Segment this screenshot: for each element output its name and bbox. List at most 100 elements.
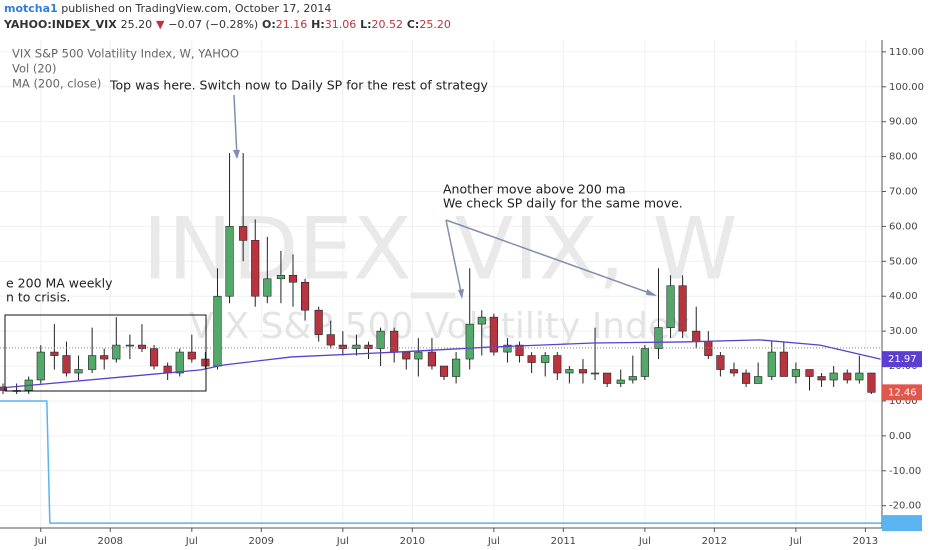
candle-body <box>716 355 725 370</box>
candle-body <box>100 355 109 360</box>
candle-body <box>590 372 600 375</box>
y-tick-label: 60.00 <box>889 221 918 232</box>
close: 25.20 <box>419 18 451 31</box>
candle-body <box>553 355 562 374</box>
x-tick-label: Jul <box>336 536 349 547</box>
x-tick-label: Jul <box>487 536 500 547</box>
y-tick-label: 40.00 <box>889 291 918 302</box>
x-tick-label: Jul <box>789 536 802 547</box>
x-tick-label: Jul <box>34 536 47 547</box>
price-badge-label: 21.97 <box>888 354 917 365</box>
candle-body <box>50 351 59 356</box>
candle-body <box>741 372 751 384</box>
candle-body <box>477 316 486 325</box>
vol-line <box>0 400 882 524</box>
candle-body <box>137 344 147 349</box>
header-line-1: motcha1 published on TradingView.com, Oc… <box>4 2 331 15</box>
annotation: Another move above 200 ma <box>443 182 626 197</box>
y-tick-label: 30.00 <box>889 326 918 337</box>
candle-body <box>779 351 788 377</box>
candle-body <box>678 285 687 332</box>
candle-body <box>867 372 876 393</box>
high-label: H: <box>311 18 325 31</box>
candle-body <box>729 369 739 374</box>
candle-body <box>225 226 234 297</box>
candle-body <box>276 274 285 280</box>
candle-body <box>62 355 71 374</box>
candle-body <box>414 351 423 360</box>
candle-body <box>390 330 399 353</box>
candle-body <box>263 278 272 297</box>
candle-body <box>288 274 298 283</box>
arrow-line <box>233 94 238 158</box>
candle-body <box>213 295 222 367</box>
price-badge <box>882 384 922 401</box>
candle-body <box>616 379 625 384</box>
x-tick-label: 2011 <box>551 536 576 547</box>
candle-body <box>640 348 649 377</box>
candle-body <box>74 369 83 374</box>
box-drawing <box>4 314 207 392</box>
candle-body <box>603 372 612 384</box>
watermark: INDEX_VIX, W <box>143 199 738 299</box>
legend-entry: VIX S&P 500 Volatility Index, W, YAHOO <box>12 47 239 61</box>
candle-body <box>817 376 826 381</box>
header-line-2: YAHOO:INDEX_VIX 25.20 ▼ −0.07 (−0.28%) O… <box>3 18 451 31</box>
arrow-head <box>646 289 657 296</box>
candle-body <box>0 386 8 391</box>
annotation: n to crisis. <box>6 290 70 305</box>
low: 20.52 <box>372 18 404 31</box>
candle-body <box>791 369 800 377</box>
candle-body <box>754 376 763 384</box>
y-tick-label: 70.00 <box>889 186 918 197</box>
x-tick-label: 2008 <box>98 536 123 547</box>
low-label: L: <box>360 18 371 31</box>
candle-body <box>565 369 574 374</box>
change: −0.07 (−0.28%) <box>168 18 258 31</box>
legend-entry: MA (200, close) <box>12 77 101 91</box>
price-badge <box>882 351 922 368</box>
candle-body <box>326 334 335 346</box>
candle-body <box>352 344 361 349</box>
watermark-subtitle: VIX S&P 500 Volatility Index <box>189 306 691 347</box>
candle-body <box>314 309 323 335</box>
axes: 110.00 100.00 90.00 80.00 70.00 60.00 50.00 40.… <box>34 47 924 547</box>
y-tick-label: 110.00 <box>889 47 924 58</box>
candle-body <box>338 344 347 349</box>
candle-body <box>149 348 159 367</box>
open: 21.16 <box>276 18 308 31</box>
candle-body <box>163 365 172 374</box>
y-tick-label: 0.00 <box>889 431 911 442</box>
annotation: We check SP daily for the same move. <box>443 196 683 211</box>
arrow-head <box>458 289 464 299</box>
y-tick-label: 10.00 <box>889 396 918 407</box>
x-tick-label: Jul <box>638 536 651 547</box>
candle-body <box>692 330 701 342</box>
candle-body <box>527 355 536 363</box>
x-tick-label: 2010 <box>400 536 425 547</box>
arrow-line <box>445 219 463 298</box>
y-tick-label: 90.00 <box>889 117 918 128</box>
candle-body <box>654 327 663 349</box>
annotation: Top was here. Switch now to Daily SP for… <box>109 78 489 93</box>
candle-body <box>628 376 637 381</box>
high: 31.06 <box>325 18 357 31</box>
candle-body <box>88 355 97 370</box>
annotation: e 200 MA weekly <box>6 276 113 291</box>
candle-body <box>666 285 675 328</box>
arrow: ▼ <box>156 18 165 31</box>
candle-body <box>829 372 838 381</box>
candle-body <box>503 344 512 353</box>
candle-body <box>452 358 461 377</box>
legend-entry: Vol (20) <box>12 62 56 76</box>
x-tick-label: 2013 <box>853 536 878 547</box>
published: published on TradingView.com, October 17… <box>61 2 331 15</box>
price-badge-label: 12.46 <box>888 387 917 398</box>
price: 25.20 <box>121 18 153 31</box>
candle-body <box>300 281 310 311</box>
candle-body <box>201 358 210 367</box>
author[interactable]: motcha1 <box>4 2 58 15</box>
candle-body <box>465 323 474 360</box>
